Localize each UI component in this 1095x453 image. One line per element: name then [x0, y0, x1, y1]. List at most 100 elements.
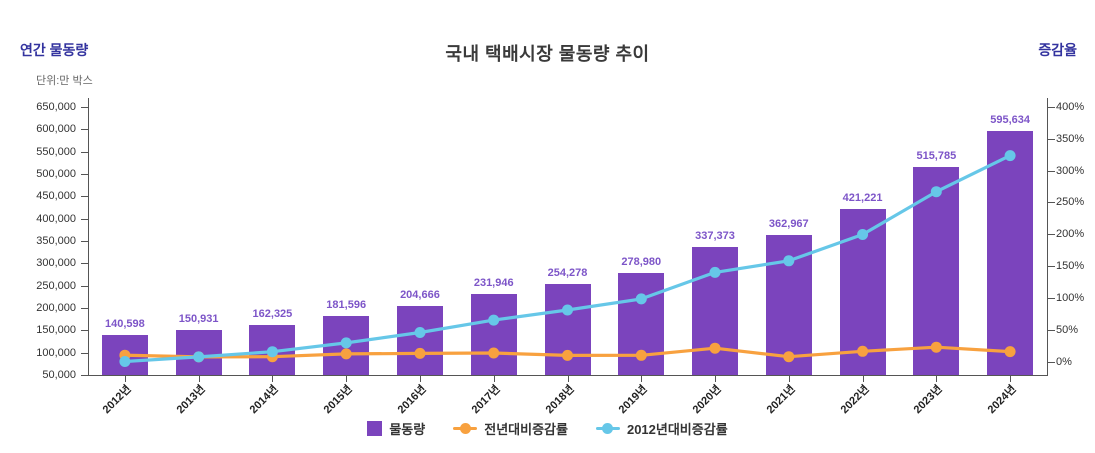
series-point: [930, 341, 942, 353]
y-tick-mark-right: [1048, 329, 1055, 331]
legend-item[interactable]: 물동량: [367, 419, 425, 438]
bar-value-label: 337,373: [695, 229, 735, 242]
series-point: [1004, 150, 1016, 162]
series-point: [340, 337, 352, 349]
left-axis-title: 연간 물동량: [20, 42, 89, 58]
y-tick-label-left: 550,000: [36, 145, 76, 158]
right-axis-title: 증감율: [1038, 42, 1077, 58]
y-tick-mark-left: [81, 352, 88, 354]
legend-item[interactable]: 전년대비증감률: [453, 419, 568, 438]
y-axis-left-line: [88, 98, 89, 375]
x-tick-mark: [862, 376, 864, 382]
bar-value-label: 254,278: [547, 266, 588, 279]
y-tick-label-left: 300,000: [36, 257, 76, 270]
x-tick-mark: [198, 376, 200, 382]
legend-square-swatch: [367, 421, 383, 436]
y-tick-label-left: 600,000: [36, 123, 76, 136]
x-tick-mark: [124, 376, 126, 382]
y-tick-label-left: 500,000: [36, 168, 76, 180]
x-tick-mark: [788, 376, 790, 382]
series-point: [414, 327, 426, 338]
legend-label: 전년대비증감률: [484, 422, 568, 437]
y-tick-label-left: 650,000: [36, 101, 76, 113]
y-tick-label-left: 400,000: [36, 212, 76, 225]
series-point: [340, 348, 352, 360]
series-point: [857, 229, 869, 240]
y-tick-mark-left: [81, 330, 88, 332]
y-tick-label-left: 200,000: [36, 302, 76, 314]
bar-value-label: 150,931: [178, 312, 219, 325]
bar-value-label: 278,980: [621, 255, 662, 268]
bar-value-label: 515,785: [916, 149, 957, 162]
y-tick-label-right: 0%: [1056, 355, 1072, 368]
y-tick-label-left: 350,000: [36, 235, 76, 247]
y-tick-mark-right: [1048, 234, 1055, 236]
y-tick-label-right: 100%: [1056, 291, 1085, 304]
bar-value-label: 362,967: [768, 218, 809, 231]
y-tick-mark-left: [81, 174, 88, 175]
y-tick-label-right: 250%: [1056, 196, 1085, 209]
y-tick-mark-right: [1048, 106, 1055, 108]
y-axis-right-line: [1047, 98, 1048, 375]
x-tick-mark: [715, 376, 717, 382]
y-tick-mark-right: [1048, 266, 1055, 268]
series-point: [709, 266, 721, 278]
y-tick-mark-left: [81, 285, 88, 287]
y-tick-mark-left: [81, 196, 88, 198]
series-point: [488, 347, 500, 359]
chart-legend: 물동량 전년대비증감률 2012년대비증감률: [0, 419, 1095, 438]
bar-value-label: 140,598: [104, 317, 145, 330]
series-line: [123, 154, 1012, 364]
series-point: [857, 345, 869, 357]
bar: [987, 131, 1034, 375]
legend-item[interactable]: 2012년대비증감률: [595, 419, 728, 438]
bar-value-label: 181,596: [326, 299, 367, 312]
x-tick-mark: [272, 376, 274, 382]
series-point: [562, 304, 573, 316]
y-tick-label-right: 200%: [1056, 228, 1085, 241]
y-tick-mark-left: [81, 218, 88, 220]
bar-value-label: 231,946: [473, 276, 514, 289]
y-tick-mark-left: [81, 107, 88, 108]
x-tick-mark: [419, 376, 421, 382]
x-tick-mark: [567, 376, 569, 382]
series-point: [488, 314, 500, 326]
y-tick-mark-left: [81, 308, 88, 309]
x-tick-mark: [346, 376, 348, 382]
x-tick-mark: [1010, 376, 1012, 382]
bar-value-label: 162,325: [252, 307, 293, 320]
y-tick-label-left: 100,000: [36, 346, 76, 359]
series-point: [783, 255, 795, 267]
series-point: [783, 351, 795, 363]
bar-value-label: 204,666: [400, 288, 440, 301]
bar-value-label: 421,221: [842, 192, 883, 205]
series-point: [414, 347, 426, 359]
y-tick-mark-left: [81, 151, 88, 153]
chart-title: 국내 택배시장 물동량 추이: [445, 44, 650, 64]
y-tick-label-left: 250,000: [36, 279, 76, 292]
series-point: [635, 293, 647, 305]
series-point: [266, 346, 278, 358]
y-tick-mark-right: [1048, 138, 1055, 140]
y-tick-mark-right: [1048, 297, 1055, 299]
x-axis-line: [88, 375, 1048, 376]
x-tick-mark: [641, 376, 643, 382]
y-tick-mark-left: [81, 129, 88, 131]
legend-line-swatch: [595, 423, 620, 435]
y-tick-mark-right: [1048, 202, 1055, 204]
y-tick-label-right: 300%: [1056, 164, 1085, 177]
y-tick-label-right: 400%: [1056, 100, 1085, 113]
y-tick-label-left: 450,000: [36, 190, 76, 203]
y-tick-mark-right: [1048, 361, 1055, 363]
y-tick-label-right: 150%: [1056, 260, 1085, 273]
series-point: [193, 351, 205, 363]
legend-line-dot: [459, 423, 471, 434]
legend-line-dot: [602, 423, 614, 434]
unit-label: 단위:만 박스: [36, 75, 93, 87]
bar: [396, 305, 443, 375]
legend-label: 물동량: [389, 422, 426, 437]
series-point: [930, 186, 942, 198]
